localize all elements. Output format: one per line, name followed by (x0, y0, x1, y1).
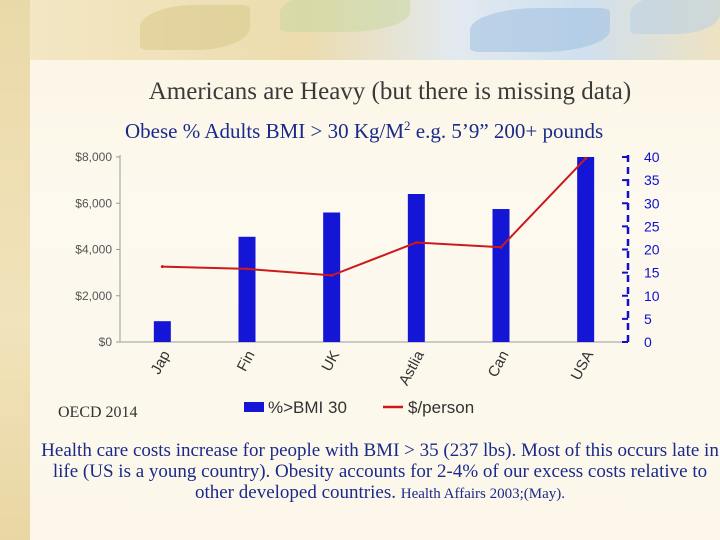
x-axis-label-astlia: Astlia (396, 347, 429, 388)
subtitle-text: Obese % Adults BMI > 30 Kg/M (125, 119, 405, 143)
x-axis-label-usa: USA (568, 348, 597, 383)
bar-astlia (407, 194, 425, 342)
x-axis-label-can: Can (485, 348, 513, 380)
bar-jap (153, 321, 171, 342)
left-axis-tick-label: $8,000 (75, 150, 112, 164)
footnote-citation: Health Affairs 2003;(May). (400, 486, 566, 502)
bar-can (492, 209, 510, 342)
cost-point-can (499, 245, 503, 249)
source-label: OECD 2014 (58, 404, 138, 421)
legend-label-bar: %>BMI 30 (268, 398, 347, 417)
legend-label-line: $/person (408, 398, 474, 417)
left-decor-band (0, 0, 30, 540)
cost-line (162, 157, 587, 277)
cost-point-astlia (414, 241, 418, 245)
footnote: Health care costs increase for people wi… (40, 440, 720, 505)
left-axis-tick-label: $2,000 (75, 289, 112, 303)
cost-point-jap (160, 265, 164, 269)
right-axis-tick-label: 10 (644, 288, 660, 304)
leaf-decor (280, 0, 410, 32)
bar-uk (323, 212, 341, 342)
slide-content-area (30, 60, 720, 540)
left-axis-tick-label: $4,000 (75, 243, 112, 257)
leaf-decor (630, 0, 720, 34)
slide-subtitle: Obese % Adults BMI > 30 Kg/M2 e.g. 5’9” … (125, 118, 603, 144)
subtitle-tail: e.g. 5’9” 200+ pounds (410, 119, 604, 143)
leaf-decor (140, 5, 250, 50)
x-axis-label-jap: Jap (147, 348, 173, 377)
right-axis-tick-label: 20 (644, 242, 660, 258)
footnote-text: Health care costs increase for people wi… (41, 440, 719, 503)
right-axis-tick-label: 35 (644, 172, 660, 188)
leaf-decor (470, 8, 610, 52)
slide-title: Americans are Heavy (but there is missin… (148, 78, 632, 105)
bar-usa (577, 157, 595, 342)
cost-point-uk (330, 273, 334, 277)
legend-swatch-bar (244, 402, 264, 412)
left-axis-tick-label: $6,000 (75, 196, 112, 210)
subtitle-superscript: 2 (404, 118, 411, 133)
bar-fin (238, 236, 256, 342)
right-axis-tick-label: 40 (644, 149, 660, 165)
right-axis-tick-label: 30 (644, 195, 660, 211)
cost-point-usa (584, 156, 588, 160)
right-axis-tick-label: 0 (644, 334, 652, 350)
right-axis-tick-label: 15 (644, 265, 660, 281)
right-axis-tick-label: 5 (644, 311, 652, 327)
cost-point-fin (245, 267, 249, 271)
top-decor-band (30, 0, 720, 60)
x-axis-label-fin: Fin (234, 348, 259, 374)
x-axis-label-uk: UK (318, 348, 343, 374)
left-axis-tick-label: $0 (99, 335, 113, 349)
right-axis-tick-label: 25 (644, 218, 660, 234)
